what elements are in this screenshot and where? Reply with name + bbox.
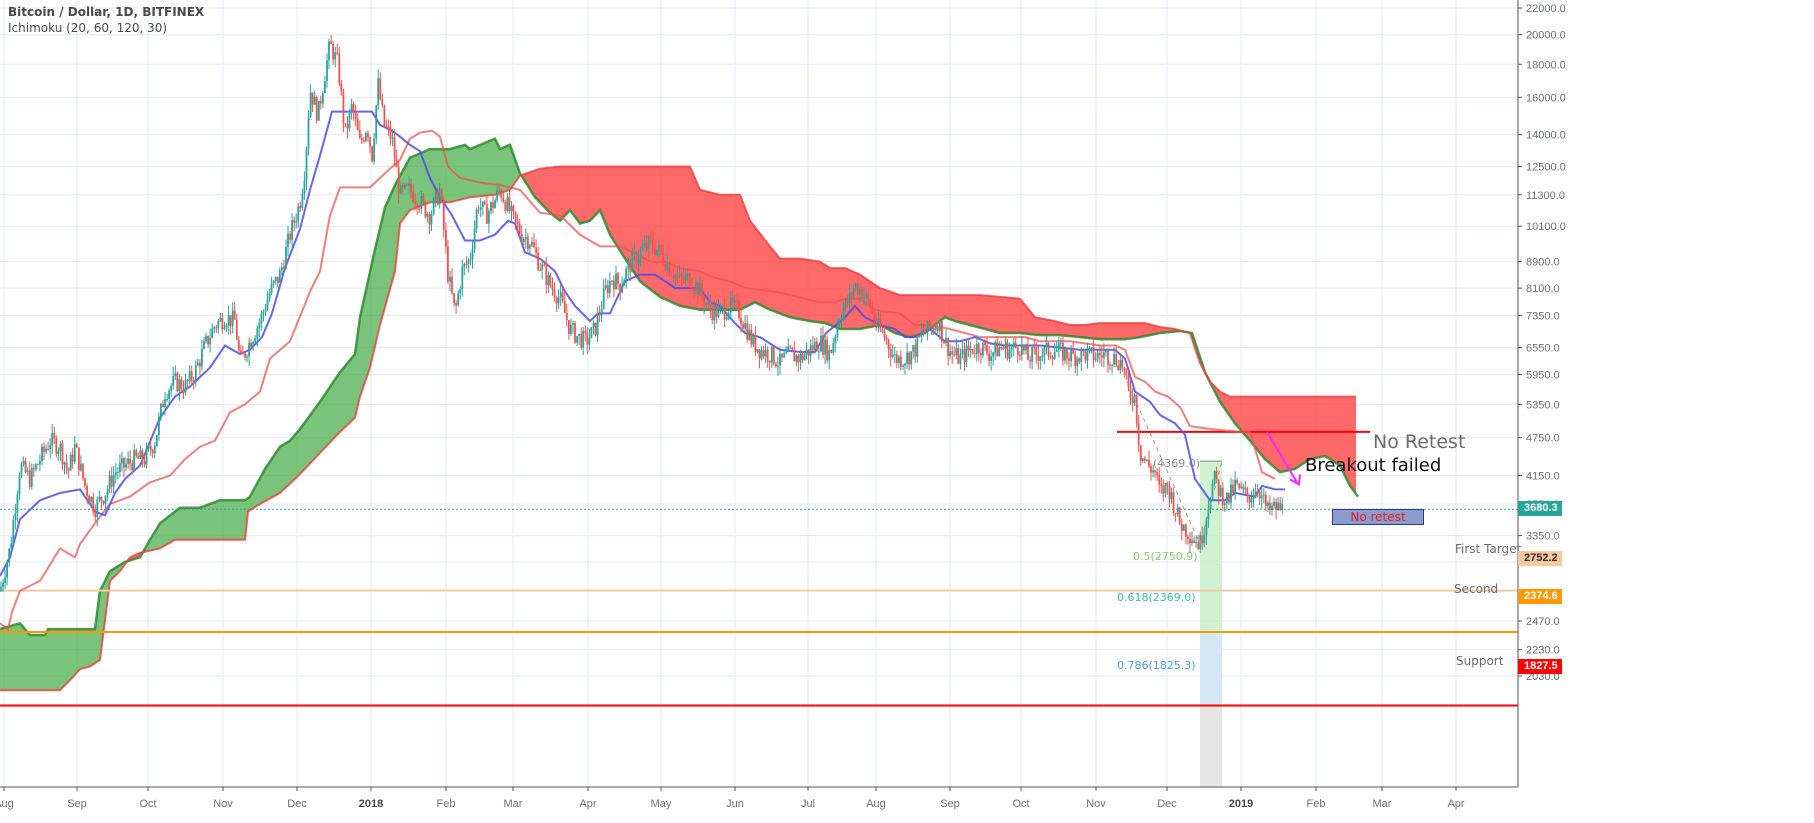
symbol-title: Bitcoin / Dollar, 1D, BITFINEX — [8, 5, 205, 19]
svg-text:Oct: Oct — [139, 798, 156, 810]
svg-text:2030.0: 2030.0 — [1526, 671, 1560, 683]
svg-text:16000.0: 16000.0 — [1526, 92, 1566, 104]
svg-text:Feb: Feb — [437, 798, 456, 810]
svg-text:2230.0: 2230.0 — [1526, 645, 1560, 657]
svg-text:7350.0: 7350.0 — [1526, 310, 1560, 322]
current-price-tag: 3680.3 — [1518, 501, 1562, 516]
grid — [0, 0, 1518, 787]
no-retest-box[interactable]: No retest — [1332, 509, 1424, 525]
support-price-tag: 1827.5 — [1518, 659, 1562, 674]
svg-text:Jul: Jul — [801, 798, 815, 810]
candles — [0, 34, 1284, 593]
svg-text:Aug: Aug — [866, 798, 886, 810]
no-retest-label[interactable]: No Retest — [1373, 431, 1466, 453]
svg-text:Jun: Jun — [726, 798, 744, 810]
svg-text:12500.0: 12500.0 — [1526, 161, 1566, 173]
svg-text:May: May — [651, 798, 672, 810]
time-axis[interactable]: Aug Sep Oct Nov Dec 2018 Feb Mar Apr May Jun Jul Aug… — [0, 786, 1518, 810]
svg-text:8900.0: 8900.0 — [1526, 257, 1560, 269]
svg-text:Dec: Dec — [287, 798, 307, 810]
svg-text:Mar: Mar — [504, 798, 523, 810]
second-label: Second — [1454, 582, 1499, 596]
svg-text:8100.0: 8100.0 — [1526, 283, 1560, 295]
chart-header: Bitcoin / Dollar, 1D, BITFINEX Ichimoku … — [8, 4, 204, 36]
svg-text:2470.0: 2470.0 — [1526, 616, 1560, 628]
svg-text:Mar: Mar — [1373, 798, 1392, 810]
breakout-failed-label[interactable]: Breakout failed — [1305, 455, 1442, 476]
second-price-tag: 2374.6 — [1518, 589, 1562, 604]
first-target-price-tag: 2752.2 — [1518, 551, 1562, 566]
svg-text:Sep: Sep — [67, 798, 87, 810]
svg-text:Nov: Nov — [213, 798, 233, 810]
horizontal-levels — [0, 430, 1518, 707]
svg-text:20000.0: 20000.0 — [1526, 30, 1566, 42]
fib-0618-label: 0.618(2369.0) — [1117, 591, 1196, 604]
svg-text:Nov: Nov — [1086, 798, 1106, 810]
indicator-legend[interactable]: Ichimoku (20, 60, 120, 30) — [8, 21, 168, 35]
ichimoku-cloud — [0, 137, 1360, 692]
svg-text:Dec: Dec — [1157, 798, 1177, 810]
drawings[interactable] — [1126, 381, 1301, 545]
fib-05-label: 0.5(2750.9) — [1133, 550, 1198, 563]
svg-text:Apr: Apr — [579, 798, 596, 810]
svg-text:4150.0: 4150.0 — [1526, 471, 1560, 483]
svg-text:5950.0: 5950.0 — [1526, 370, 1560, 382]
svg-text:Feb: Feb — [1307, 798, 1326, 810]
svg-text:14000.0: 14000.0 — [1526, 130, 1566, 142]
svg-text:2018: 2018 — [359, 798, 383, 810]
fib-0786-label: 0.786(1825.3) — [1117, 659, 1196, 672]
svg-text:4750.0: 4750.0 — [1526, 433, 1560, 445]
svg-text:2019: 2019 — [1229, 798, 1253, 810]
svg-text:6550.0: 6550.0 — [1526, 343, 1560, 355]
svg-text:5350.0: 5350.0 — [1526, 399, 1560, 411]
svg-text:11300.0: 11300.0 — [1526, 190, 1565, 202]
first-target-label: First Target — [1455, 542, 1522, 556]
svg-text:Aug: Aug — [0, 798, 14, 810]
svg-text:3350.0: 3350.0 — [1526, 531, 1560, 543]
svg-text:Sep: Sep — [940, 798, 960, 810]
svg-text:18000.0: 18000.0 — [1526, 59, 1566, 71]
svg-text:Apr: Apr — [1447, 798, 1464, 810]
svg-text:10100.0: 10100.0 — [1526, 221, 1566, 233]
fib-high-label: (4369.0) — [1153, 457, 1201, 470]
support-label: Support — [1456, 654, 1504, 668]
svg-text:22000.0: 22000.0 — [1526, 3, 1566, 15]
svg-text:Oct: Oct — [1012, 798, 1029, 810]
